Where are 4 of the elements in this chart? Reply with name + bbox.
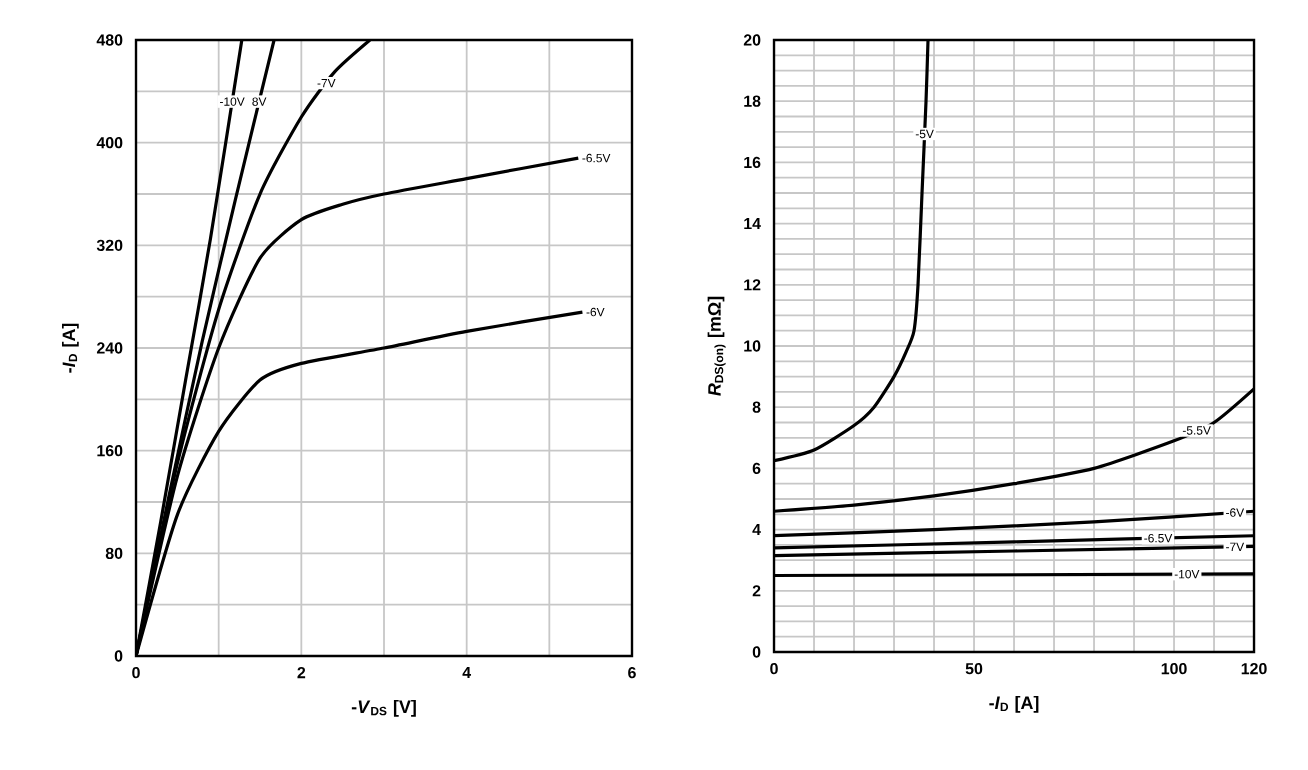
y-axis-title: R$_{DS(on)}$ [mΩ] xyxy=(707,296,726,396)
y-axis-title: -I$_{D}$ [A] xyxy=(62,323,79,373)
x-axis-title: -V$_{DS}$ [V] xyxy=(351,699,416,717)
x-axis-title: -I$_{D}$ [A] xyxy=(989,695,1039,713)
